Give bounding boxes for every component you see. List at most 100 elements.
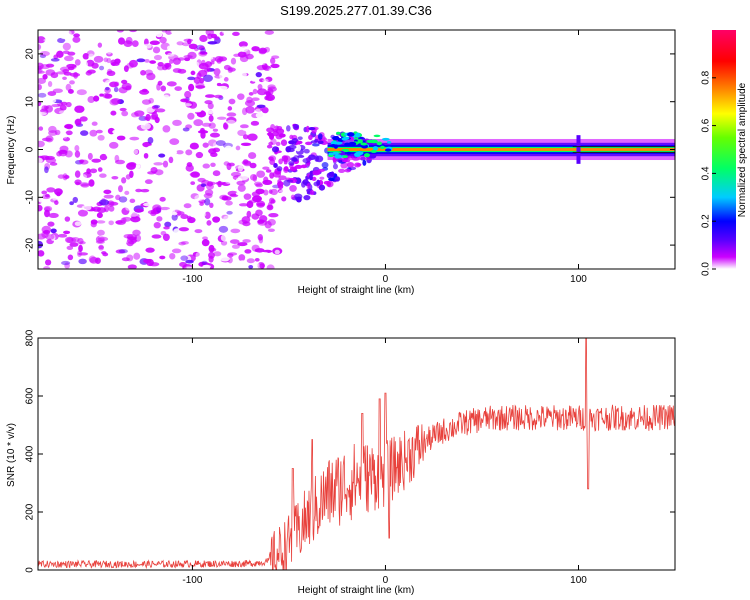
spectrogram-noise-blob [172, 57, 181, 65]
spectrogram-noise-blob [58, 110, 69, 115]
spectrogram-noise-blob [258, 139, 266, 143]
spectrogram-noise-blob [97, 236, 109, 242]
spectrogram-noise-blob [96, 129, 103, 134]
spectrogram-noise-blob [116, 30, 124, 33]
spectrogram-noise-blob [82, 61, 88, 69]
spectrogram-noise-blob [159, 36, 167, 44]
spectrogram-marks [38, 30, 675, 269]
spectrogram-noise-blob [127, 49, 138, 56]
spectrogram-noise-blob [98, 118, 108, 124]
figure-title: S199.2025.277.01.39.C36 [280, 3, 432, 18]
spectrogram-noise-blob [131, 40, 139, 48]
spectrogram-noise-blob [81, 205, 92, 211]
spectrogram-transition-blob [295, 144, 302, 152]
spectrogram-noise-blob [178, 227, 189, 232]
spectrogram-noise-blob [77, 250, 82, 257]
spectrogram-noise-blob [260, 58, 268, 63]
spectrogram-transition-blob [286, 179, 294, 183]
spectrogram-transition-blob [308, 127, 316, 131]
spectrogram-noise-blob [251, 46, 260, 52]
spectrogram-noise-blob [134, 208, 144, 213]
spectrogram-noise-blob [99, 153, 108, 161]
spectrogram-transition-blob [281, 203, 287, 210]
spectrogram-noise-blob [141, 99, 152, 105]
spectrogram-noise-blob [140, 70, 146, 76]
spectrogram-noise-blob [135, 188, 143, 193]
spectrogram-noise-blob [68, 116, 75, 121]
spectrogram-transition-blob [316, 179, 321, 186]
spectrogram-noise-blob [206, 66, 212, 72]
spectrogram-noise-blob [74, 170, 81, 178]
spectrogram-transition-blob [283, 166, 289, 174]
spectrogram-noise-blob [106, 58, 112, 64]
spectrogram-ylabel: Frequency (Hz) [6, 116, 17, 185]
spectrogram-noise-blob [90, 221, 97, 228]
spectrogram-transition-blob [340, 162, 348, 169]
spectrogram-carrier-detail [384, 148, 392, 152]
spectrogram-noise-blob [44, 259, 52, 266]
spectrogram-noise-blob [207, 102, 214, 110]
spectrogram-noise-blob [62, 76, 67, 80]
spectrogram-transition-blob [275, 141, 281, 146]
spectrogram-noise-blob [113, 86, 119, 93]
spectrogram-noise-blob [183, 103, 192, 107]
spectrogram-noise-blob [85, 70, 92, 76]
spectrogram-noise-blob [230, 171, 242, 177]
spectrogram-transition-blob [278, 158, 283, 165]
spectrogram-noise-blob [120, 217, 127, 224]
spectrogram-noise-blob [105, 86, 110, 91]
spectrogram-noise-blob [264, 91, 271, 95]
spectrogram-transition-blob [296, 140, 303, 145]
spectrogram-transition-blob [276, 126, 283, 131]
spectrogram-noise-blob [202, 142, 209, 148]
spectrogram-noise-blob [226, 40, 233, 49]
spectrogram-ytick-label: 20 [25, 48, 36, 60]
spectrogram-noise-blob [238, 219, 248, 225]
spectrogram-noise-blob [256, 104, 266, 108]
spectrogram-noise-blob [244, 249, 252, 254]
spectrogram-noise-blob [47, 91, 57, 97]
spectrogram-noise-blob [39, 54, 47, 59]
spectrogram-noise-blob [97, 105, 102, 112]
colorbar-tick-label: 0.8 [701, 70, 712, 84]
spectrogram-transition-blob [362, 159, 367, 166]
spectrogram-noise-blob [102, 92, 111, 99]
spectrogram-noise-blob [271, 55, 280, 59]
spectrogram-transition-blob [315, 155, 324, 163]
spectrogram-noise-blob [242, 239, 251, 243]
spectrogram-noise-blob [77, 209, 88, 217]
spectrogram-transition-blob [309, 189, 315, 196]
spectrogram-noise-blob [227, 106, 233, 111]
spectrogram-noise-blob [184, 90, 192, 99]
spectrogram-noise-blob [86, 168, 91, 175]
spectrogram-noise-blob [116, 135, 126, 141]
spectrogram-noise-blob [202, 163, 211, 169]
spectrogram-noise-blob [214, 94, 223, 99]
spectrogram-noise-blob [48, 212, 59, 219]
spectrogram-noise-blob [218, 85, 228, 90]
spectrogram-noise-blob [130, 216, 141, 223]
spectrogram-noise-blob [83, 199, 91, 207]
spectrogram-noise-blob [111, 97, 121, 105]
spectrogram-noise-blob [126, 62, 134, 69]
spectrogram-noise-blob [266, 55, 272, 60]
spectrogram-transition-blob [306, 182, 311, 190]
spectrogram-noise-blob [105, 152, 115, 158]
spectrogram-noise-blob [72, 196, 78, 204]
spectrogram-noise-blob [129, 96, 137, 101]
spectrogram-noise-blob [132, 229, 141, 236]
spectrogram-transition-blob [332, 163, 338, 170]
spectrogram-noise-blob [38, 43, 42, 51]
spectrogram-noise-blob [248, 152, 257, 159]
spectrogram-noise-blob [121, 207, 130, 215]
spectrogram-noise-blob [119, 107, 127, 112]
spectrogram-carrier-detail [373, 134, 381, 138]
spectrogram-noise-blob [144, 69, 153, 76]
spectrogram-noise-blob [38, 204, 43, 212]
spectrogram-noise-blob [108, 260, 116, 266]
spectrogram-transition-blob [292, 123, 299, 130]
spectrogram-noise-blob [257, 219, 268, 226]
spectrogram-noise-blob [208, 255, 214, 263]
spectrogram-noise-blob [76, 89, 87, 96]
